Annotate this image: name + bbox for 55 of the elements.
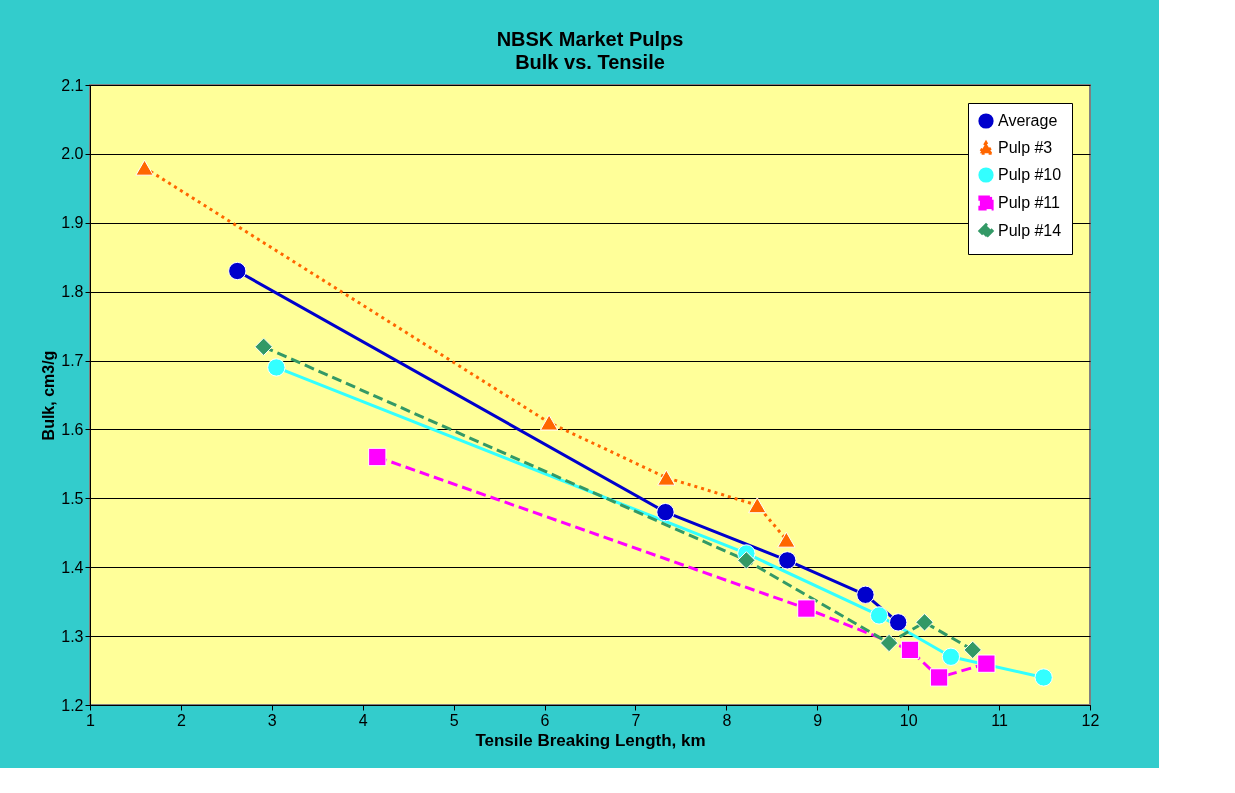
point	[797, 599, 816, 618]
point	[869, 606, 889, 625]
legend-label: Pulp #10	[998, 166, 1062, 183]
x-tick-label: 7	[631, 711, 641, 729]
point	[879, 633, 899, 653]
x-tick-label: 5	[449, 711, 459, 729]
point	[368, 447, 387, 467]
point	[539, 414, 559, 431]
y-tick-label: 1.2	[61, 696, 84, 714]
x-tick-label: 10	[899, 711, 918, 729]
y-tick-label: 1.8	[61, 283, 84, 301]
point	[737, 551, 756, 570]
x-tick-label: 3	[267, 711, 277, 729]
x-tick-label: 4	[358, 711, 368, 729]
point	[267, 358, 286, 377]
point	[778, 551, 797, 570]
point	[135, 159, 154, 176]
y-tick-label: 2.0	[61, 145, 84, 163]
y-tick-label: 1.5	[61, 489, 84, 507]
y-tick-label: 1.7	[61, 352, 84, 370]
y-tick-label: 1.9	[61, 214, 84, 232]
x-tick-label: 8	[722, 711, 732, 729]
y-tick-label: 1.3	[61, 627, 84, 645]
x-tick-label: 2	[176, 711, 186, 729]
point	[228, 261, 247, 281]
y-tick-label: 1.4	[61, 558, 84, 576]
y-tick-label: 2.1	[61, 76, 84, 94]
point	[963, 640, 982, 660]
chart-title: NBSK Market Pulps	[496, 28, 684, 50]
point	[656, 502, 675, 522]
legend-label: Pulp #3	[998, 139, 1053, 156]
point	[929, 668, 949, 687]
point	[915, 613, 934, 632]
x-axis-title: Tensile Breaking Length, km	[475, 730, 706, 750]
x-tick-label: 12	[1081, 711, 1100, 729]
legend-label: Average	[998, 112, 1058, 129]
y-axis-title: Bulk, cm3/g	[40, 350, 58, 441]
point	[977, 654, 996, 673]
point	[1034, 668, 1053, 687]
legend-label: Pulp #14	[998, 222, 1062, 239]
point	[777, 531, 796, 548]
point	[748, 497, 767, 514]
point	[900, 640, 920, 660]
point	[889, 613, 908, 632]
point	[856, 585, 875, 604]
point	[657, 469, 676, 486]
legend-label: Pulp #11	[998, 194, 1061, 211]
point	[941, 647, 961, 666]
x-tick-label: 6	[540, 711, 550, 729]
point	[254, 337, 273, 356]
x-tick-label: 1	[86, 711, 96, 729]
chart-subtitle: Bulk vs. Tensile	[515, 51, 665, 73]
x-tick-label: 11	[991, 711, 1008, 729]
x-tick-label: 9	[813, 711, 823, 729]
y-tick-label: 1.6	[61, 420, 84, 438]
